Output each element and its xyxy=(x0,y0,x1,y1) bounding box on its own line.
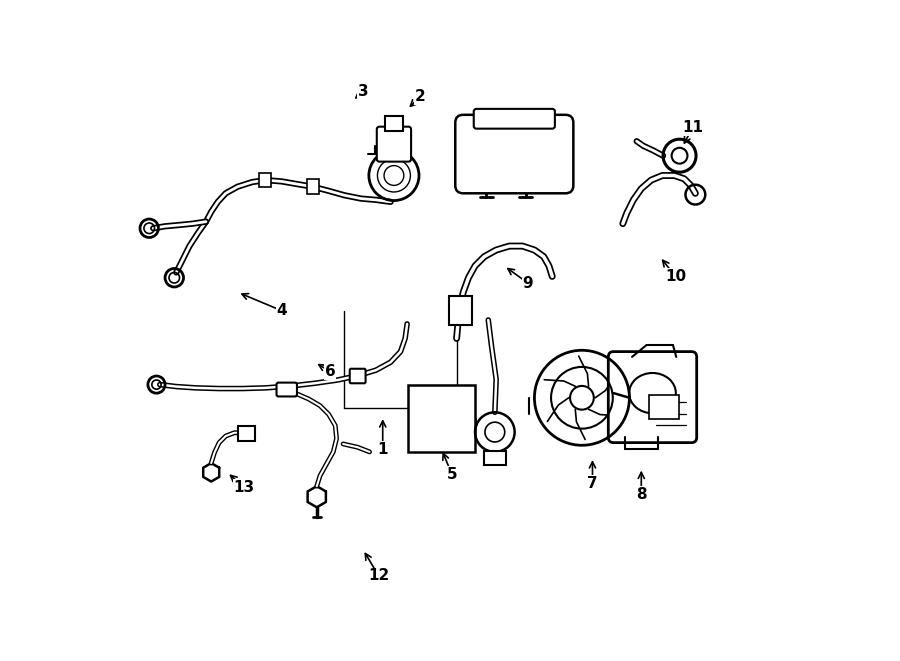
FancyBboxPatch shape xyxy=(455,115,573,193)
FancyBboxPatch shape xyxy=(408,385,475,452)
Text: 6: 6 xyxy=(325,364,336,379)
FancyBboxPatch shape xyxy=(608,352,697,443)
Text: 3: 3 xyxy=(357,84,368,99)
FancyBboxPatch shape xyxy=(377,127,411,162)
FancyBboxPatch shape xyxy=(350,369,365,383)
FancyBboxPatch shape xyxy=(473,109,555,129)
FancyBboxPatch shape xyxy=(384,116,403,131)
Text: 9: 9 xyxy=(523,276,533,290)
Text: 11: 11 xyxy=(682,120,703,135)
FancyBboxPatch shape xyxy=(449,296,472,325)
FancyBboxPatch shape xyxy=(259,173,271,187)
Text: 12: 12 xyxy=(368,568,390,584)
Text: 4: 4 xyxy=(276,303,287,318)
FancyBboxPatch shape xyxy=(483,451,506,465)
Text: 7: 7 xyxy=(587,476,598,491)
Text: 1: 1 xyxy=(377,442,388,457)
Text: 5: 5 xyxy=(446,467,457,482)
Text: 2: 2 xyxy=(415,89,426,104)
FancyBboxPatch shape xyxy=(649,395,679,419)
FancyBboxPatch shape xyxy=(238,426,255,441)
Text: 10: 10 xyxy=(665,269,686,284)
FancyBboxPatch shape xyxy=(276,383,297,397)
FancyBboxPatch shape xyxy=(307,179,319,194)
Text: 13: 13 xyxy=(234,480,255,495)
Text: 8: 8 xyxy=(636,486,646,502)
